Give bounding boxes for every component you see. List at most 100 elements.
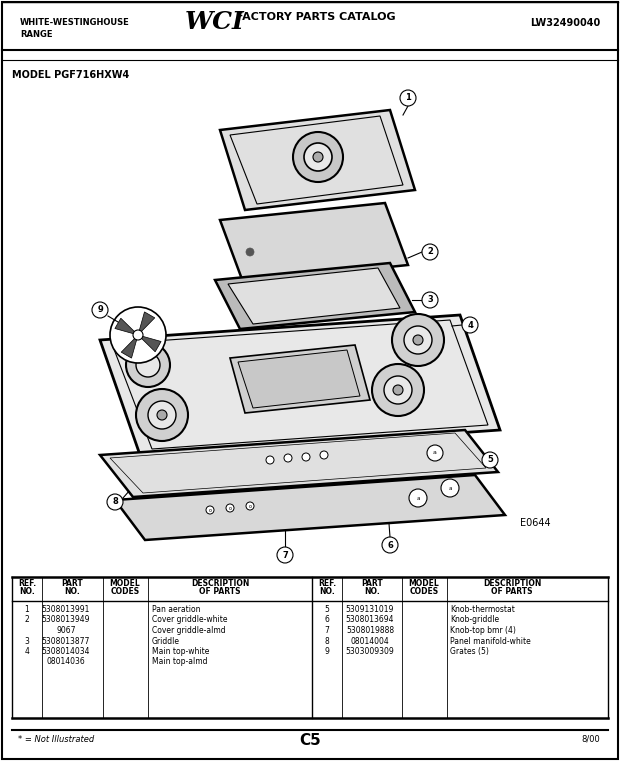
Text: 9: 9 xyxy=(97,305,103,314)
Text: 1: 1 xyxy=(405,94,411,103)
Text: PART: PART xyxy=(61,579,83,588)
Text: Knob-thermostat: Knob-thermostat xyxy=(450,605,515,614)
Text: NO.: NO. xyxy=(19,587,35,596)
Text: 5308013949: 5308013949 xyxy=(42,616,91,625)
Polygon shape xyxy=(215,263,415,329)
Text: Knob-top bmr (4): Knob-top bmr (4) xyxy=(450,626,516,635)
Polygon shape xyxy=(220,110,415,210)
Circle shape xyxy=(277,547,293,563)
Text: o: o xyxy=(249,504,252,508)
Text: RANGE: RANGE xyxy=(20,30,53,39)
Text: MODEL: MODEL xyxy=(409,579,440,588)
Text: 7: 7 xyxy=(282,550,288,559)
Text: 9: 9 xyxy=(324,647,329,656)
Circle shape xyxy=(133,330,143,340)
Text: 3: 3 xyxy=(25,636,29,645)
Text: Griddle: Griddle xyxy=(152,636,180,645)
Polygon shape xyxy=(230,345,370,413)
Text: 5308013694: 5308013694 xyxy=(346,616,394,625)
Polygon shape xyxy=(110,433,486,493)
Text: 5308013991: 5308013991 xyxy=(42,605,90,614)
Text: CODES: CODES xyxy=(409,587,438,596)
Text: 2: 2 xyxy=(427,247,433,256)
Polygon shape xyxy=(100,430,498,497)
Text: NO.: NO. xyxy=(364,587,380,596)
Circle shape xyxy=(409,489,427,507)
Text: Pan aeration: Pan aeration xyxy=(152,605,200,614)
Text: OF PARTS: OF PARTS xyxy=(491,587,533,596)
Text: WHITE-WESTINGHOUSE: WHITE-WESTINGHOUSE xyxy=(20,18,130,27)
Text: OF PARTS: OF PARTS xyxy=(199,587,241,596)
Circle shape xyxy=(400,90,416,106)
Polygon shape xyxy=(115,475,505,540)
Text: o: o xyxy=(208,508,211,512)
Text: * = Not Illustrated: * = Not Illustrated xyxy=(18,735,94,744)
Text: 08014036: 08014036 xyxy=(46,658,86,667)
Circle shape xyxy=(382,537,398,553)
Polygon shape xyxy=(238,350,360,408)
Text: Main top-almd: Main top-almd xyxy=(152,658,208,667)
Text: 4: 4 xyxy=(467,320,473,330)
Text: 08014004: 08014004 xyxy=(351,636,389,645)
Text: 7: 7 xyxy=(324,626,329,635)
Text: Panel manifold-white: Panel manifold-white xyxy=(450,636,531,645)
Circle shape xyxy=(304,143,332,171)
Circle shape xyxy=(404,326,432,354)
Circle shape xyxy=(107,494,123,510)
Circle shape xyxy=(136,389,188,441)
Text: 3: 3 xyxy=(427,295,433,304)
Text: 5308014034: 5308014034 xyxy=(42,647,91,656)
Circle shape xyxy=(157,410,167,420)
Circle shape xyxy=(422,244,438,260)
Circle shape xyxy=(413,335,423,345)
Text: 5308019888: 5308019888 xyxy=(346,626,394,635)
Text: 8/00: 8/00 xyxy=(582,735,600,744)
Circle shape xyxy=(427,445,443,461)
Circle shape xyxy=(422,292,438,308)
Text: 9067: 9067 xyxy=(56,626,76,635)
Text: DESCRIPTION: DESCRIPTION xyxy=(483,579,541,588)
Text: MODEL PGF716HXW4: MODEL PGF716HXW4 xyxy=(12,70,129,80)
Text: 4: 4 xyxy=(25,647,29,656)
Circle shape xyxy=(206,506,214,514)
Text: REF.: REF. xyxy=(318,579,336,588)
Text: REF.: REF. xyxy=(18,579,36,588)
Circle shape xyxy=(266,456,274,464)
Text: MODEL: MODEL xyxy=(110,579,140,588)
Circle shape xyxy=(462,317,478,333)
Polygon shape xyxy=(138,335,161,352)
Circle shape xyxy=(384,376,412,404)
Text: 8: 8 xyxy=(325,636,329,645)
Text: Cover griddle-almd: Cover griddle-almd xyxy=(152,626,226,635)
Text: NO.: NO. xyxy=(319,587,335,596)
Text: 6: 6 xyxy=(387,540,393,549)
Polygon shape xyxy=(230,116,403,204)
Text: E0644: E0644 xyxy=(520,518,551,528)
Circle shape xyxy=(302,453,310,461)
Circle shape xyxy=(136,353,160,377)
Text: Knob-griddle: Knob-griddle xyxy=(450,616,499,625)
Text: 2: 2 xyxy=(25,616,29,625)
Text: 1: 1 xyxy=(25,605,29,614)
Circle shape xyxy=(92,302,108,318)
Polygon shape xyxy=(220,203,408,282)
Circle shape xyxy=(246,248,254,256)
Text: Grates (5): Grates (5) xyxy=(450,647,489,656)
Text: a: a xyxy=(433,451,437,456)
Circle shape xyxy=(110,307,166,363)
Text: NO.: NO. xyxy=(64,587,80,596)
Text: C5: C5 xyxy=(299,733,321,748)
Circle shape xyxy=(482,452,498,468)
Polygon shape xyxy=(112,320,488,449)
Circle shape xyxy=(148,401,176,429)
Text: 5: 5 xyxy=(324,605,329,614)
Circle shape xyxy=(393,385,403,395)
Circle shape xyxy=(392,314,444,366)
Text: 5: 5 xyxy=(487,456,493,464)
Polygon shape xyxy=(122,335,138,358)
Text: Cover griddle-white: Cover griddle-white xyxy=(152,616,228,625)
Circle shape xyxy=(320,451,328,459)
Text: 8: 8 xyxy=(112,498,118,507)
Circle shape xyxy=(372,364,424,416)
Circle shape xyxy=(293,132,343,182)
